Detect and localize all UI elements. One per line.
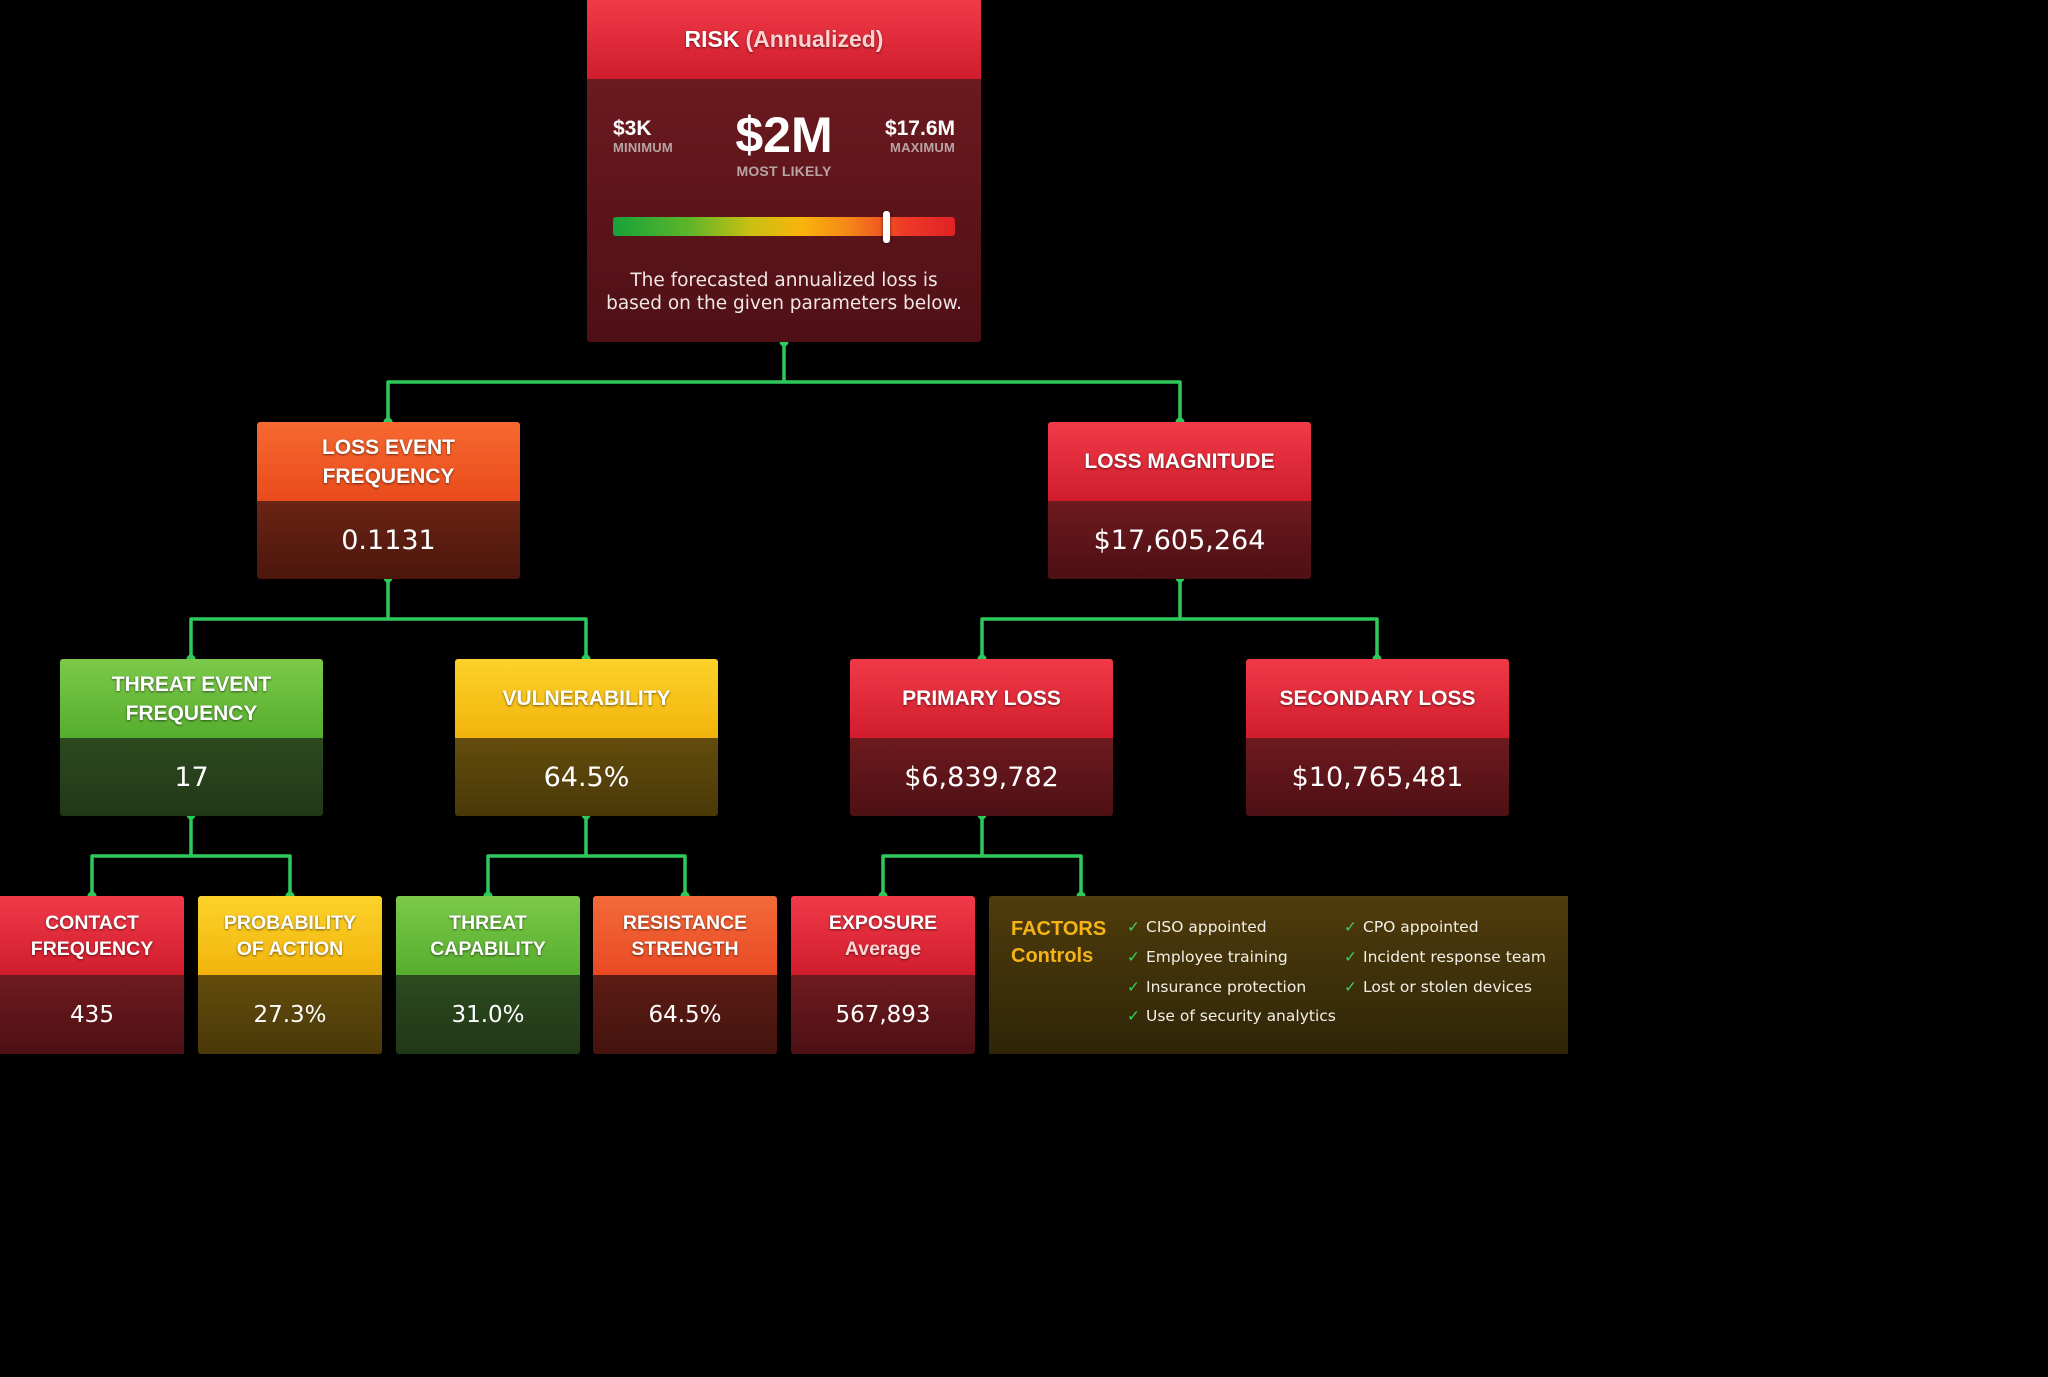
node-value: $17,605,264 xyxy=(1048,501,1311,579)
node-resistance-strength: RESISTANCE STRENGTH 64.5% xyxy=(593,896,777,1054)
check-icon: ✓ xyxy=(1344,918,1357,936)
node-title: CONTACT FREQUENCY xyxy=(0,896,184,975)
factors-subtitle: Controls xyxy=(1011,945,1094,967)
node-exposure: EXPOSURE Average 567,893 xyxy=(791,896,975,1054)
node-subtitle: Average xyxy=(844,937,922,960)
risk-maximum-value: $17.6M xyxy=(884,117,955,140)
risk-maximum: $17.6M MAXIMUM xyxy=(885,117,955,155)
factor-label: Employee training xyxy=(1146,948,1288,966)
factor-label: Use of security analytics xyxy=(1146,1007,1336,1025)
node-value: $6,839,782 xyxy=(850,738,1113,816)
node-value: 0.1131 xyxy=(257,501,520,579)
factors-title: FACTORS xyxy=(1011,918,1107,940)
factor-label: Lost or stolen devices xyxy=(1363,978,1532,996)
check-icon: ✓ xyxy=(1344,978,1357,996)
node-title: THREAT EVENT FREQUENCY xyxy=(60,659,323,738)
factor-label: CPO appointed xyxy=(1363,918,1479,936)
factor-label: Incident response team xyxy=(1363,948,1546,966)
factor-item: ✓ Lost or stolen devices xyxy=(1344,978,1532,996)
connector-risk xyxy=(386,342,1182,422)
check-icon: ✓ xyxy=(1344,948,1357,966)
connector-vuln xyxy=(486,815,687,896)
risk-most-likely: $2M MOST LIKELY xyxy=(587,109,981,179)
connector-lef xyxy=(189,578,588,659)
factor-label: CISO appointed xyxy=(1146,918,1267,936)
node-value: 435 xyxy=(0,975,184,1054)
check-icon: ✓ xyxy=(1127,1007,1140,1025)
risk-most-likely-value: $2M xyxy=(735,107,833,163)
risk-gauge xyxy=(613,211,955,243)
connector-lm xyxy=(980,578,1379,659)
factor-item: ✓ CISO appointed xyxy=(1127,918,1267,936)
node-value: 567,893 xyxy=(791,975,975,1054)
node-title: EXPOSURE xyxy=(828,911,938,934)
factor-item: ✓ Employee training xyxy=(1127,948,1288,966)
node-value: 64.5% xyxy=(455,738,718,816)
factor-label: Insurance protection xyxy=(1146,978,1307,996)
node-value: 64.5% xyxy=(593,975,777,1054)
node-header: EXPOSURE Average xyxy=(791,896,975,975)
risk-most-likely-label: MOST LIKELY xyxy=(736,163,832,179)
node-title: PROBABILITY OF ACTION xyxy=(198,896,382,975)
risk-body: $3K MINIMUM $2M MOST LIKELY $17.6M MAXIM… xyxy=(587,79,981,342)
node-loss-event-frequency: LOSS EVENT FREQUENCY 0.1131 xyxy=(257,422,520,579)
risk-minimum: $3K MINIMUM xyxy=(613,117,673,155)
node-primary-loss: PRIMARY LOSS $6,839,782 xyxy=(850,659,1113,816)
risk-title-suffix: (Annualized) xyxy=(745,26,884,52)
risk-card: RISK (Annualized) $3K MINIMUM $2M MOST L… xyxy=(587,0,981,342)
node-threat-capability: THREAT CAPABILITY 31.0% xyxy=(396,896,580,1054)
node-value: 31.0% xyxy=(396,975,580,1054)
risk-maximum-label: MAXIMUM xyxy=(890,140,955,155)
risk-header: RISK (Annualized) xyxy=(587,0,981,79)
risk-description: The forecasted annualized loss is based … xyxy=(606,270,962,314)
factors-heading: FACTORS Controls xyxy=(1011,916,1106,970)
node-vulnerability: VULNERABILITY 64.5% xyxy=(455,659,718,816)
node-loss-magnitude: LOSS MAGNITUDE $17,605,264 xyxy=(1048,422,1311,579)
risk-minimum-label: MINIMUM xyxy=(613,140,673,155)
node-title: THREAT CAPABILITY xyxy=(396,896,580,975)
node-threat-event-frequency: THREAT EVENT FREQUENCY 17 xyxy=(60,659,323,816)
node-probability-of-action: PROBABILITY OF ACTION 27.3% xyxy=(198,896,382,1054)
check-icon: ✓ xyxy=(1127,918,1140,936)
connector-pl xyxy=(881,815,1083,896)
risk-gauge-marker xyxy=(883,211,891,243)
node-title: SECONDARY LOSS xyxy=(1246,659,1509,738)
node-value: $10,765,481 xyxy=(1246,738,1509,816)
node-title: LOSS MAGNITUDE xyxy=(1048,422,1311,501)
factors-panel: FACTORS Controls ✓ CISO appointed ✓ Employ… xyxy=(989,896,1568,1054)
node-value: 17 xyxy=(60,738,323,816)
risk-title: RISK xyxy=(684,26,740,52)
node-title: VULNERABILITY xyxy=(455,659,718,738)
node-title: PRIMARY LOSS xyxy=(850,659,1113,738)
node-value: 27.3% xyxy=(198,975,382,1054)
node-contact-frequency: CONTACT FREQUENCY 435 xyxy=(0,896,184,1054)
node-title: RESISTANCE STRENGTH xyxy=(593,896,777,975)
factor-item: ✓ Incident response team xyxy=(1344,948,1546,966)
check-icon: ✓ xyxy=(1127,978,1140,996)
factor-item: ✓ Use of security analytics xyxy=(1127,1007,1336,1025)
check-icon: ✓ xyxy=(1127,948,1140,966)
factor-item: ✓ CPO appointed xyxy=(1344,918,1479,936)
connector-tef xyxy=(90,815,292,896)
factor-item: ✓ Insurance protection xyxy=(1127,978,1306,996)
node-title: LOSS EVENT FREQUENCY xyxy=(257,422,520,501)
risk-minimum-value: $3K xyxy=(613,117,652,140)
node-secondary-loss: SECONDARY LOSS $10,765,481 xyxy=(1246,659,1509,816)
